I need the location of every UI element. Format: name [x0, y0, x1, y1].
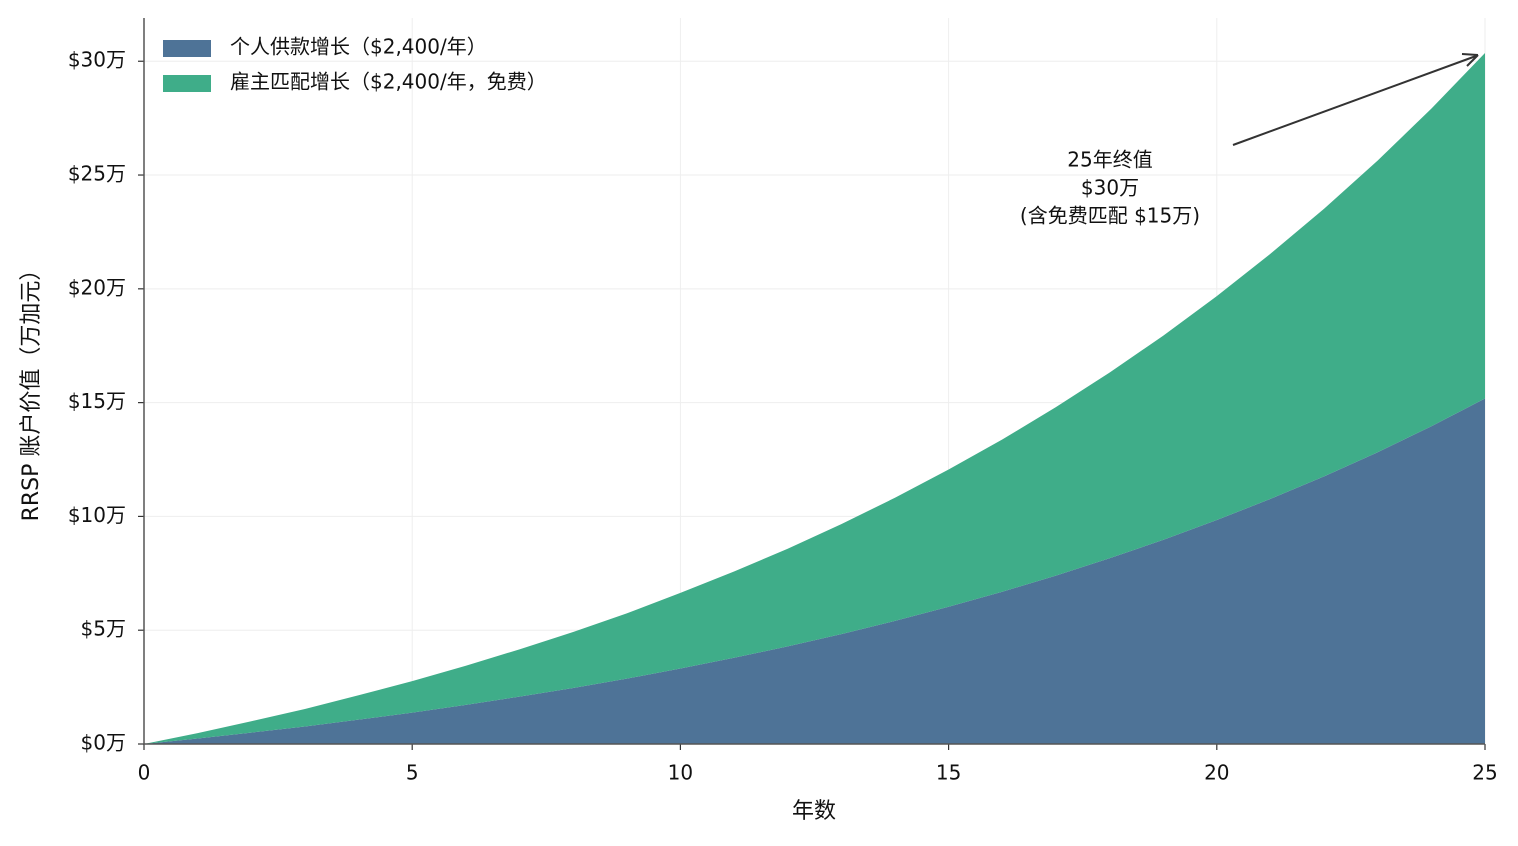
legend-label: 个人供款增长（$2,400/年） — [230, 35, 487, 59]
y-tick-label: $5万 — [81, 617, 126, 641]
x-axis-label: 年数 — [792, 799, 836, 824]
annotation-arrow — [1232, 55, 1477, 146]
area — [144, 53, 1485, 744]
x-tick-label: 20 — [1204, 761, 1229, 785]
x-tick-label: 10 — [668, 761, 693, 785]
annotation: $30万 — [1081, 176, 1139, 200]
x-tick-label: 15 — [936, 761, 961, 785]
area — [144, 398, 1485, 744]
y-tick-label: $20万 — [68, 275, 126, 299]
y-tick-label: $0万 — [81, 731, 126, 755]
x-tick-label: 5 — [406, 761, 419, 785]
y-tick-label: $25万 — [68, 162, 126, 186]
annotation: 25年终值 — [1067, 148, 1152, 172]
y-tick-label: $10万 — [68, 503, 126, 527]
x-tick-label: 25 — [1472, 761, 1497, 785]
x-tick-label: 0 — [138, 761, 151, 785]
arrow-head — [1461, 53, 1479, 67]
legend-swatch — [163, 75, 211, 92]
legend-swatch — [163, 40, 211, 57]
legend-label: 雇主匹配增长（$2,400/年，免费） — [230, 70, 547, 94]
y-tick-label: $30万 — [68, 48, 126, 72]
y-axis-label: RRSP 账户价值（万加元） — [19, 259, 44, 522]
y-tick-label: $15万 — [68, 389, 126, 413]
annotation: (含免费匹配 $15万) — [1020, 204, 1200, 228]
